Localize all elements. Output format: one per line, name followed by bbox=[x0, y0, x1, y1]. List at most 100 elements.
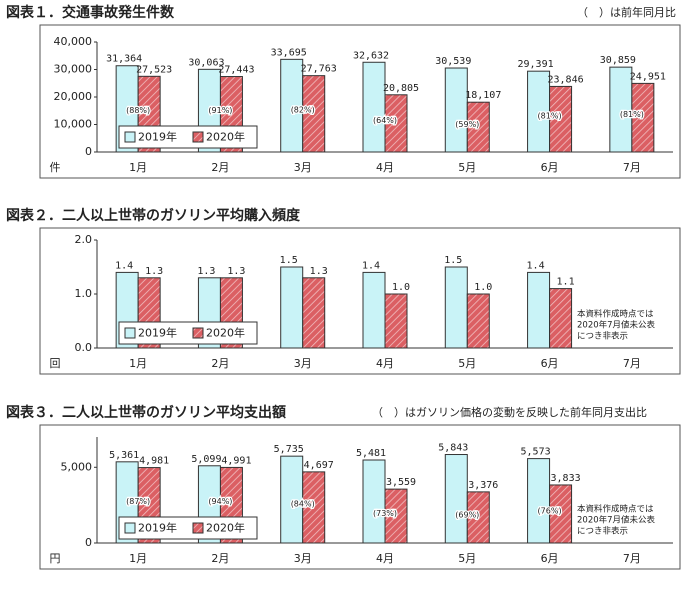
x-tick-label: 5月 bbox=[458, 552, 476, 565]
y-axis-label: 件 bbox=[50, 161, 61, 174]
bar bbox=[466, 491, 490, 544]
y-tick-label: 1.0 bbox=[75, 287, 93, 300]
data-label: 1.3 bbox=[310, 266, 328, 277]
data-label: 33,695 bbox=[271, 47, 307, 58]
data-label: 30,063 bbox=[188, 57, 224, 68]
legend-label: 2020年 bbox=[206, 130, 245, 144]
y-tick-label: 5,000 bbox=[61, 460, 93, 473]
x-tick-label: 4月 bbox=[376, 161, 394, 174]
bar bbox=[466, 101, 490, 153]
y-tick-label: 40,000 bbox=[54, 35, 93, 48]
ratio-label: (76%) bbox=[538, 507, 562, 516]
x-tick-label: 4月 bbox=[376, 357, 394, 370]
bar bbox=[362, 459, 386, 544]
legend-swatch bbox=[192, 327, 204, 339]
legend-box bbox=[118, 516, 258, 540]
data-label: 5,481 bbox=[356, 448, 386, 459]
x-tick-label: 5月 bbox=[458, 357, 476, 370]
data-label: 1.3 bbox=[227, 266, 245, 277]
data-label: 1.4 bbox=[115, 260, 133, 271]
data-label: 5,361 bbox=[109, 450, 139, 461]
ratio-label: (94%) bbox=[208, 497, 232, 506]
y-tick-label: 30,000 bbox=[54, 63, 93, 76]
y-tick-label: 2.0 bbox=[75, 233, 93, 246]
bar bbox=[527, 271, 551, 349]
legend-swatch bbox=[124, 131, 136, 143]
legend-swatch bbox=[192, 522, 204, 534]
legend-label: 2019年 bbox=[138, 326, 177, 340]
x-tick-label: 1月 bbox=[129, 357, 147, 370]
y-tick-label: 0 bbox=[85, 536, 92, 549]
y-axis-label: 回 bbox=[50, 357, 61, 370]
x-tick-label: 1月 bbox=[129, 161, 147, 174]
missing-note: 2020年7月値未公表 bbox=[577, 320, 656, 331]
bar bbox=[302, 277, 326, 349]
ratio-label: (84%) bbox=[291, 499, 315, 508]
x-tick-label: 3月 bbox=[294, 552, 312, 565]
legend-swatch bbox=[124, 522, 136, 534]
x-tick-label: 6月 bbox=[541, 161, 559, 174]
data-label: 24,951 bbox=[630, 71, 666, 82]
legend-swatch bbox=[192, 131, 204, 143]
data-label: 1.0 bbox=[474, 282, 492, 293]
data-label: 5,735 bbox=[274, 444, 304, 455]
data-label: 29,391 bbox=[518, 59, 554, 70]
missing-note: 2020年7月値未公表 bbox=[577, 515, 656, 526]
chart-title: 図表２．二人以上世帯のガソリン平均購入頻度 bbox=[6, 207, 301, 224]
bar bbox=[302, 75, 326, 153]
data-label: 27,443 bbox=[218, 65, 254, 76]
ratio-label: (81%) bbox=[620, 110, 644, 119]
ratio-label: (69%) bbox=[455, 510, 479, 519]
data-label: 5,573 bbox=[521, 447, 551, 458]
bar bbox=[444, 266, 468, 349]
legend-box bbox=[118, 321, 258, 345]
data-label: 32,632 bbox=[353, 50, 389, 61]
x-tick-label: 5月 bbox=[458, 161, 476, 174]
chart-frame bbox=[39, 424, 681, 570]
data-label: 1.3 bbox=[145, 266, 163, 277]
bar bbox=[549, 288, 573, 349]
chart-title: 図表３．二人以上世帯のガソリン平均支出額 bbox=[6, 404, 286, 421]
ratio-label: (87%) bbox=[126, 497, 150, 506]
ratio-label: (82%) bbox=[291, 106, 315, 115]
data-label: 4,697 bbox=[304, 460, 334, 471]
x-tick-label: 2月 bbox=[211, 552, 229, 565]
ratio-label: (91%) bbox=[208, 106, 232, 115]
x-tick-label: 1月 bbox=[129, 552, 147, 565]
chart-title: 図表１．交通事故発生件数 bbox=[6, 4, 175, 21]
bar bbox=[549, 484, 573, 544]
missing-note: につき非表示 bbox=[577, 526, 628, 537]
chart-note: （ ）はガソリン価格の変動を反映した前年同月支出比 bbox=[372, 405, 647, 419]
data-label: 3,833 bbox=[551, 473, 581, 484]
y-tick-label: 20,000 bbox=[54, 90, 93, 103]
data-label: 4,981 bbox=[139, 456, 169, 467]
bar bbox=[466, 293, 490, 349]
bar bbox=[362, 61, 386, 153]
x-tick-label: 7月 bbox=[623, 161, 641, 174]
legend-swatch bbox=[124, 327, 136, 339]
data-label: 23,846 bbox=[548, 74, 584, 85]
missing-note: につき非表示 bbox=[577, 331, 628, 342]
bar bbox=[384, 293, 408, 349]
x-tick-label: 2月 bbox=[211, 357, 229, 370]
data-label: 1.4 bbox=[527, 260, 545, 271]
bar bbox=[280, 266, 304, 349]
legend-label: 2019年 bbox=[138, 521, 177, 535]
ratio-label: (73%) bbox=[373, 509, 397, 518]
ratio-label: (64%) bbox=[373, 116, 397, 125]
data-label: 27,523 bbox=[136, 64, 172, 75]
x-tick-label: 3月 bbox=[294, 357, 312, 370]
bar bbox=[549, 85, 573, 153]
data-label: 3,376 bbox=[468, 480, 498, 491]
data-label: 30,539 bbox=[435, 56, 471, 67]
bar bbox=[444, 67, 468, 153]
chart-frame bbox=[39, 227, 681, 375]
x-tick-label: 7月 bbox=[623, 357, 641, 370]
legend-box bbox=[118, 125, 258, 149]
bar bbox=[631, 82, 655, 153]
ratio-label: (81%) bbox=[538, 111, 562, 120]
data-label: 27,763 bbox=[301, 64, 337, 75]
bar bbox=[384, 488, 408, 544]
chart-note: （ ）は前年同月比 bbox=[577, 5, 676, 19]
bar bbox=[362, 271, 386, 349]
